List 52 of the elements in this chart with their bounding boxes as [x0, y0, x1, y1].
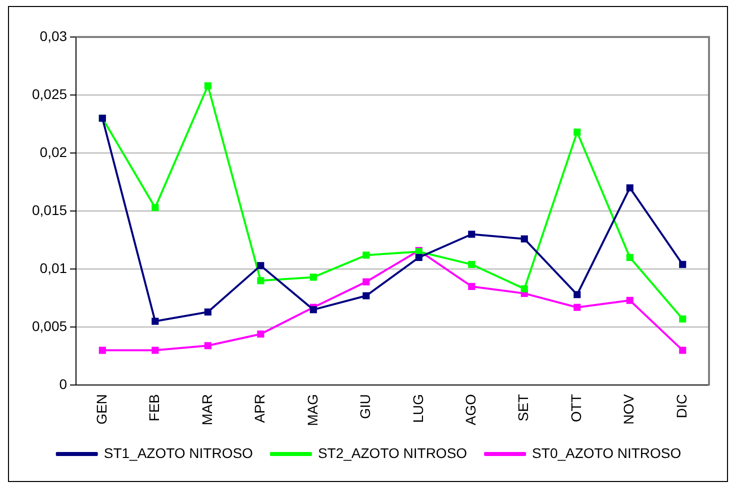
point — [204, 82, 212, 90]
point — [152, 346, 159, 354]
point — [626, 296, 634, 304]
point — [468, 282, 476, 290]
x-tick-label: OTT — [568, 394, 584, 422]
point — [362, 292, 370, 300]
point — [574, 304, 581, 311]
point — [520, 235, 528, 242]
point — [310, 306, 317, 314]
point — [204, 342, 212, 350]
x-tick-label: LUG — [410, 394, 426, 423]
point — [679, 315, 686, 323]
point — [204, 308, 212, 316]
point — [362, 278, 370, 286]
point — [152, 318, 159, 325]
y-tick-label: 0 — [59, 376, 68, 392]
y-tick-label: 0,025 — [32, 86, 68, 102]
point — [98, 346, 106, 354]
x-tick-label: GEN — [93, 394, 110, 424]
y-tick-label: 0,015 — [32, 202, 68, 218]
point — [468, 260, 476, 268]
y-tick-label: 0,03 — [40, 28, 68, 44]
point — [626, 184, 634, 192]
point — [679, 260, 686, 268]
x-tick-label: AGO — [462, 394, 478, 426]
x-tick-label: MAG — [304, 394, 320, 426]
point — [415, 254, 422, 262]
point — [310, 274, 317, 281]
x-tick-label: FEB — [146, 394, 162, 422]
point — [626, 254, 634, 262]
y-tick-label: 0,01 — [40, 260, 68, 276]
legend-label: ST2_AZOTO NITROSO — [318, 444, 468, 461]
point — [468, 230, 476, 238]
point — [520, 285, 528, 292]
point — [362, 252, 370, 259]
legend-label: ST1_AZOTO NITROSO — [104, 444, 254, 461]
point — [574, 128, 581, 136]
y-tick-label: 0,005 — [32, 318, 68, 334]
point — [152, 204, 159, 212]
point — [257, 262, 264, 270]
x-tick-label: GIU — [357, 394, 374, 419]
x-tick-label: DIC — [673, 394, 690, 418]
x-tick-label: MAR — [198, 394, 215, 426]
legend-label: ST0_AZOTO NITROSO — [532, 444, 682, 461]
point — [574, 291, 581, 298]
y-tick-label: 0,02 — [40, 144, 68, 160]
x-tick-label: NOV — [620, 393, 637, 424]
x-tick-label: SET — [515, 394, 532, 422]
point — [679, 346, 686, 354]
point — [257, 330, 264, 338]
point — [257, 277, 264, 284]
x-tick-label: APR — [252, 394, 268, 423]
